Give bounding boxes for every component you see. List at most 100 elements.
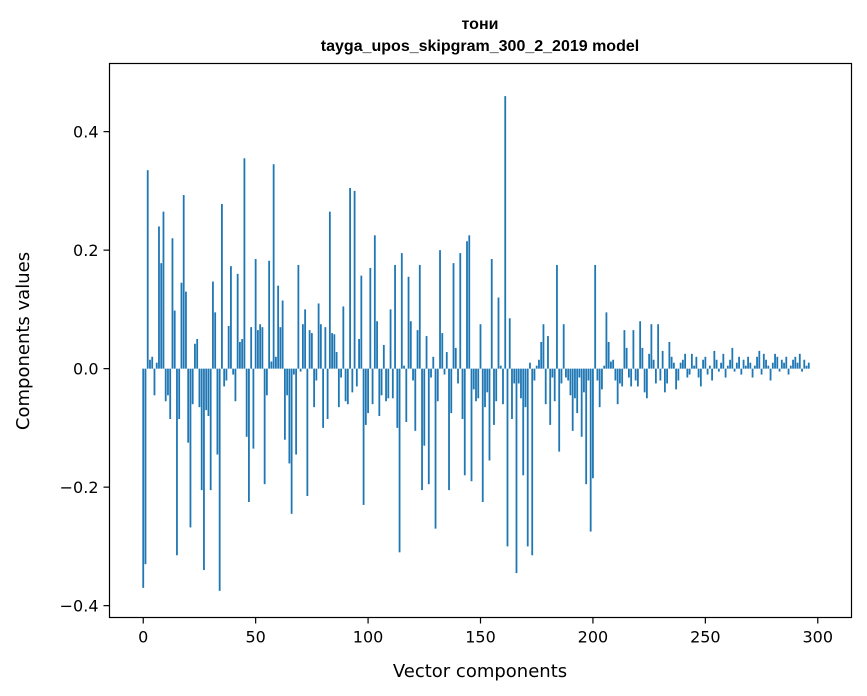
bar [146, 170, 149, 369]
bar [765, 359, 767, 369]
bar [756, 356, 758, 369]
bar [254, 259, 257, 369]
bar [697, 368, 700, 378]
bar [695, 356, 698, 369]
bar [274, 356, 277, 369]
bar [376, 321, 378, 369]
y-tick-label: 0.0 [73, 360, 98, 379]
bar [690, 353, 693, 369]
bar [497, 297, 500, 369]
bar [798, 353, 801, 369]
bar [151, 356, 154, 369]
bar [434, 368, 437, 529]
bar [596, 368, 599, 381]
x-axis-ticks: 0 50 100 150 200 250 300 [138, 617, 833, 647]
bar [702, 359, 704, 369]
chart-subtitle: tayga_upos_skipgram_300_2_2019 model [321, 38, 639, 55]
bar-series [142, 96, 810, 591]
bar [744, 365, 747, 369]
y-tick-label: −0.4 [60, 597, 99, 616]
bar [142, 368, 145, 588]
bar [513, 368, 516, 384]
bar [194, 343, 196, 369]
bar [657, 324, 660, 369]
bar [603, 365, 606, 369]
bar [180, 282, 183, 369]
bar [490, 259, 493, 369]
bar [508, 318, 511, 369]
bar [279, 327, 282, 369]
bar [301, 324, 304, 369]
bar [470, 368, 473, 482]
bar [614, 368, 617, 381]
bar [553, 368, 556, 402]
bar [636, 368, 639, 387]
bar [735, 362, 738, 369]
bar [315, 368, 318, 381]
bar [259, 324, 262, 369]
bar [558, 368, 561, 452]
bar [322, 368, 325, 428]
bar [681, 359, 684, 369]
bar [241, 339, 244, 369]
bar [173, 310, 176, 369]
bar [632, 330, 635, 369]
bar [580, 368, 583, 437]
bar [430, 368, 432, 378]
bar [562, 324, 565, 369]
bar [227, 325, 230, 369]
bar [216, 368, 219, 455]
bar [239, 341, 241, 369]
bar [468, 235, 471, 369]
bar [623, 330, 626, 369]
bar [684, 353, 687, 369]
bar [439, 250, 441, 369]
bar [436, 368, 439, 402]
bar [717, 368, 720, 372]
x-tick-label: 250 [690, 628, 721, 647]
bar [270, 361, 273, 369]
bar [794, 356, 797, 369]
bar [257, 330, 259, 369]
bar [144, 368, 147, 565]
bar [628, 368, 630, 378]
bar [261, 327, 264, 369]
bar [540, 341, 543, 369]
bar [529, 362, 531, 369]
bar [288, 368, 291, 464]
bar [515, 368, 518, 574]
bar [319, 324, 322, 369]
bar [785, 356, 788, 369]
bar [396, 368, 399, 428]
bar [443, 368, 446, 375]
bar [414, 368, 417, 431]
bar [463, 368, 466, 476]
bar [731, 347, 734, 369]
bar [313, 368, 316, 408]
bar [400, 253, 403, 369]
bar [753, 365, 756, 369]
bar [589, 368, 592, 532]
bar [565, 368, 567, 378]
bar [607, 341, 610, 369]
bar [299, 368, 302, 372]
bar [789, 365, 792, 369]
bar [351, 368, 354, 393]
bar [297, 264, 300, 369]
bar [333, 334, 336, 369]
bar [479, 324, 482, 369]
bar [391, 368, 394, 399]
y-axis-label: Components values [13, 252, 34, 430]
bar [610, 361, 612, 369]
bar [506, 368, 509, 547]
bar [495, 368, 498, 402]
bar [670, 356, 673, 369]
bar [641, 347, 644, 369]
bar [803, 359, 806, 369]
bar [780, 359, 783, 369]
bar [526, 368, 529, 547]
bar [281, 300, 284, 369]
bar [556, 264, 558, 369]
bar [304, 309, 307, 369]
